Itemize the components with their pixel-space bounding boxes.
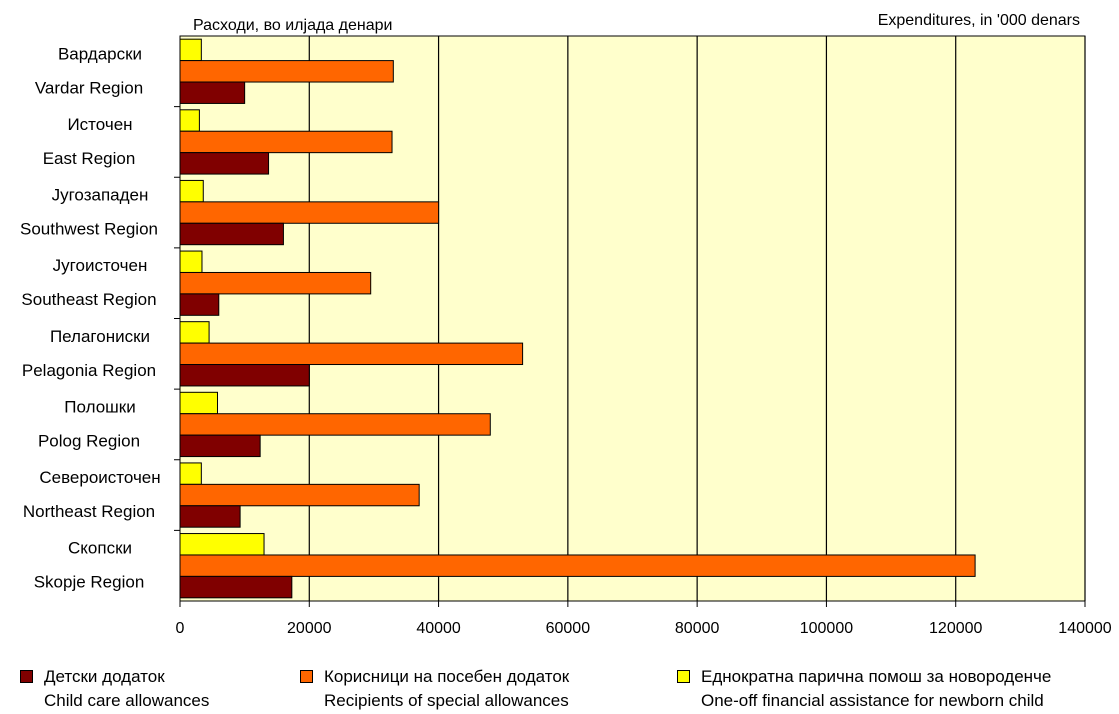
x-tick-label: 140000 (1058, 620, 1111, 637)
legend-swatch (20, 670, 33, 683)
x-tick-label: 20000 (287, 620, 332, 637)
category-label-mk: Североисточен (39, 468, 160, 487)
legend-label-mk: Корисници на посебен додаток (324, 667, 570, 686)
legend-label-en: Child care allowances (44, 691, 210, 710)
bar-newborn (179, 38, 202, 62)
bar-special (179, 413, 491, 436)
category-label-mk: Пелагониски (50, 327, 150, 346)
bar-special (179, 554, 976, 577)
legend-label-en: One-off financial assistance for newborn… (701, 691, 1044, 710)
bar-childcare (179, 434, 261, 458)
category-label-mk: Југоисточен (53, 256, 148, 275)
category-label-mk: Полошки (64, 397, 135, 416)
bar-special (179, 483, 420, 507)
chart-title-left: Расходи, во илјада денари (193, 17, 392, 34)
bar-special (179, 201, 440, 224)
bar-newborn (179, 109, 200, 132)
bar-childcare (179, 364, 310, 387)
bar-childcare (179, 293, 220, 316)
category-label-en: East Region (43, 149, 136, 168)
category-label-en: Vardar Region (35, 78, 143, 97)
x-tick-label: 40000 (416, 620, 461, 637)
bar-childcare (179, 222, 284, 246)
x-tick-label: 80000 (675, 620, 720, 637)
category-label-mk: Вардарски (58, 44, 142, 63)
bar-newborn (179, 391, 218, 415)
legend-swatch (300, 670, 313, 683)
chart-title-right: Expenditures, in '000 denars (878, 12, 1080, 29)
bar-newborn (179, 321, 210, 344)
bar-newborn (179, 179, 204, 203)
category-label-en: Skopje Region (34, 573, 145, 592)
bar-childcare (179, 152, 270, 175)
bar-newborn (179, 250, 203, 273)
bar-childcare (179, 575, 293, 599)
bar-childcare (179, 81, 246, 104)
bar-newborn (179, 462, 202, 485)
legend-label-en: Recipients of special allowances (324, 691, 569, 710)
bar-special (179, 130, 393, 154)
category-label-en: Northeast Region (23, 502, 155, 521)
category-label-mk: Скопски (68, 539, 132, 558)
legend-swatch (677, 670, 690, 683)
x-tick-label: 120000 (929, 620, 982, 637)
plot-area (180, 36, 1085, 601)
category-label-mk: Југозападен (52, 186, 149, 205)
legend-label-mk: Еднократна парична помош за новороденче (701, 667, 1052, 686)
legend-label-mk: Детски додаток (44, 667, 165, 686)
x-tick-label: 0 (176, 620, 185, 637)
category-label-en: Pelagonia Region (22, 361, 156, 380)
x-tick-label: 100000 (800, 620, 853, 637)
bar-special (179, 342, 524, 366)
category-label-en: Polog Region (38, 431, 140, 450)
category-label-mk: Источен (67, 115, 132, 134)
x-tick-label: 60000 (546, 620, 591, 637)
bar-newborn (179, 533, 265, 556)
bar-special (179, 60, 394, 83)
bar-special (179, 271, 372, 295)
category-label-en: Southeast Region (21, 290, 156, 309)
bar-childcare (179, 505, 241, 528)
category-label-en: Southwest Region (20, 220, 158, 239)
